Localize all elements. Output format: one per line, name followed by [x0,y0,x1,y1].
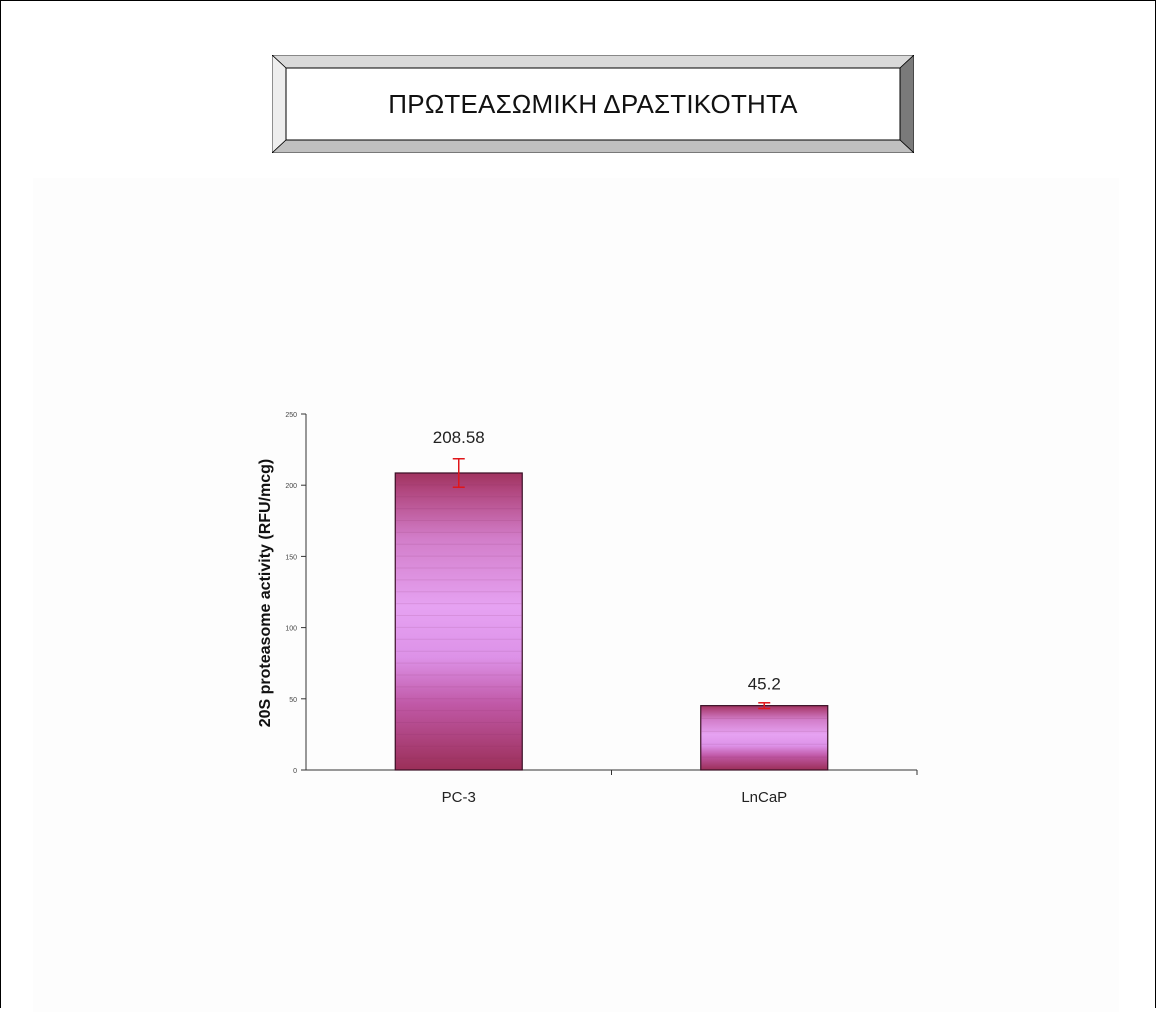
y-tick-label: 0 [293,768,297,775]
bar-lncap [700,705,829,771]
page-title: ΠΡΩΤΕΑΣΩΜΙΚΗ ΔΡΑΣΤΙΚΟΤΗΤΑ [388,88,798,119]
x-axis: PC-3 LnCaP [306,769,918,806]
chart-area: 0 50 100 150 200 250 PC-3 LnCaP 208.58 45.2 20S… [33,178,1119,1012]
y-tick-label: 50 [289,697,297,704]
y-tick-label: 200 [285,483,297,490]
title-box: ΠΡΩΤΕΑΣΩΜΙΚΗ ΔΡΑΣΤΙΚΟΤΗΤΑ [272,55,914,153]
y-tick-label: 250 [285,412,297,419]
y-tick-label: 100 [285,626,297,633]
y-tick-label: 150 [285,554,297,561]
title-bevel-frame [272,55,914,153]
data-label: 208.58 [433,428,485,447]
x-tick-label: LnCaP [741,789,787,806]
bar-chart: 0 50 100 150 200 250 PC-3 LnCaP 208.58 45.2 20S… [257,412,918,806]
data-label: 45.2 [748,675,781,694]
x-tick-label: PC-3 [442,789,476,806]
bar-pc-3 [394,472,523,771]
y-axis-label: 20S proteasome activity (RFU/mcg) [257,459,274,728]
y-axis: 0 50 100 150 200 250 [285,412,307,775]
bars: 208.58 45.2 [394,428,829,771]
